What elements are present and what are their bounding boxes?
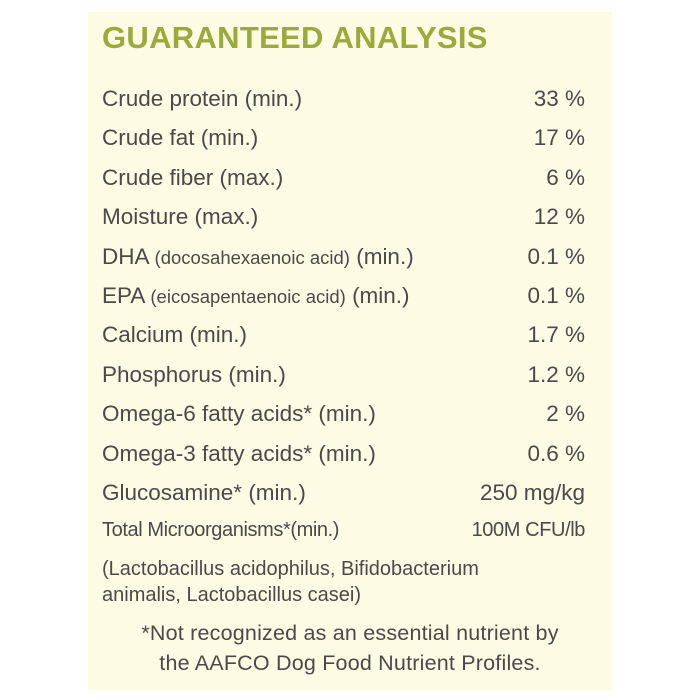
analysis-row: Total Microorganisms*(min.) 100M CFU/lb — [102, 519, 585, 553]
footnote-line: the AAFCO Dog Food Nutrient Profiles. — [159, 651, 541, 675]
source-line: animalis, Lactobacillus casei) — [102, 584, 362, 606]
analysis-panel: GUARANTEED ANALYSIS Crude protein (min.)… — [88, 12, 612, 690]
nutrient-name: Crude protein (min.) — [102, 86, 303, 111]
nutrient-detail: (eicosapentaenoic acid) — [150, 286, 346, 307]
row-value: 1.7 % — [527, 322, 585, 348]
row-label: Calcium (min.) — [102, 322, 247, 348]
row-value: 6 % — [546, 164, 585, 190]
row-value: 0.6 % — [527, 440, 585, 466]
row-value: 2 % — [546, 401, 585, 427]
row-label: EPA (eicosapentaenoic acid) (min.) — [102, 283, 410, 309]
row-value: 33 % — [533, 86, 585, 111]
row-value: 0.1 % — [527, 243, 585, 269]
footnote-line: *Not recognized as an essential nutrient… — [141, 621, 559, 645]
nutrient-name: EPA — [102, 283, 145, 308]
nutrient-name: Crude fat (min.) — [102, 125, 259, 151]
row-label: Crude protein (min.) — [102, 86, 302, 112]
nutrient-name: Moisture (max.) — [102, 204, 259, 230]
row-label: Omega-6 fatty acids* (min.) — [102, 401, 376, 427]
analysis-row: Phosphorus (min.) 1.2 % — [102, 362, 585, 396]
analysis-row: Glucosamine* (min.) 250 mg/kg — [102, 480, 585, 514]
analysis-row: Crude fiber (max.) 6 % — [102, 165, 585, 199]
row-value: 250 mg/kg — [479, 480, 585, 505]
row-label: Glucosamine* (min.) — [102, 480, 306, 506]
row-value: 1.2 % — [527, 361, 585, 387]
row-value: 0.1 % — [527, 283, 585, 308]
source-line: (Lactobacillus acidophilus, Bifidobacter… — [102, 558, 479, 580]
nutrient-basis: (min.) — [356, 243, 414, 269]
row-value: 100M CFU/lb — [471, 519, 586, 542]
row-label: DHA (docosahexaenoic acid) (min.) — [102, 244, 414, 270]
analysis-row: Omega-3 fatty acids* (min.) 0.6 % — [102, 441, 585, 475]
row-value: 17 % — [533, 125, 585, 151]
nutrient-name: Glucosamine* (min.) — [102, 480, 306, 505]
row-label: Omega-3 fatty acids* (min.) — [102, 441, 376, 467]
nutrient-basis: (min.) — [352, 283, 410, 308]
row-label: Crude fat (min.) — [102, 125, 258, 151]
analysis-row: Calcium (min.) 1.7 % — [102, 322, 585, 356]
analysis-row: Crude protein (min.) 33 % — [102, 86, 585, 120]
nutrient-name: Omega-6 fatty acids* (min.) — [102, 401, 376, 427]
analysis-row: EPA (eicosapentaenoic acid) (min.) 0.1 % — [102, 283, 585, 317]
row-value: 12 % — [533, 204, 585, 230]
analysis-row: DHA (docosahexaenoic acid) (min.) 0.1 % — [102, 244, 585, 278]
row-label: Moisture (max.) — [102, 204, 258, 230]
analysis-row: Omega-6 fatty acids* (min.) 2 % — [102, 401, 585, 435]
analysis-row: Moisture (max.) 12 % — [102, 204, 585, 238]
nutrient-name: Omega-3 fatty acids* (min.) — [102, 440, 376, 466]
nutrient-name: DHA — [102, 243, 149, 269]
row-label: Crude fiber (max.) — [102, 165, 283, 191]
nutrient-name: Total Microorganisms*(min.) — [102, 519, 340, 542]
nutrient-name: Phosphorus (min.) — [102, 361, 286, 387]
analysis-row: Crude fat (min.) 17 % — [102, 125, 585, 159]
nutrient-name: Crude fiber (max.) — [102, 164, 284, 190]
nutrient-detail: (docosahexaenoic acid) — [154, 246, 350, 268]
title: GUARANTEED ANALYSIS — [102, 20, 488, 55]
row-label: Total Microorganisms*(min.) — [102, 519, 339, 542]
nutrient-name: Calcium (min.) — [102, 322, 248, 348]
row-label: Phosphorus (min.) — [102, 362, 286, 388]
